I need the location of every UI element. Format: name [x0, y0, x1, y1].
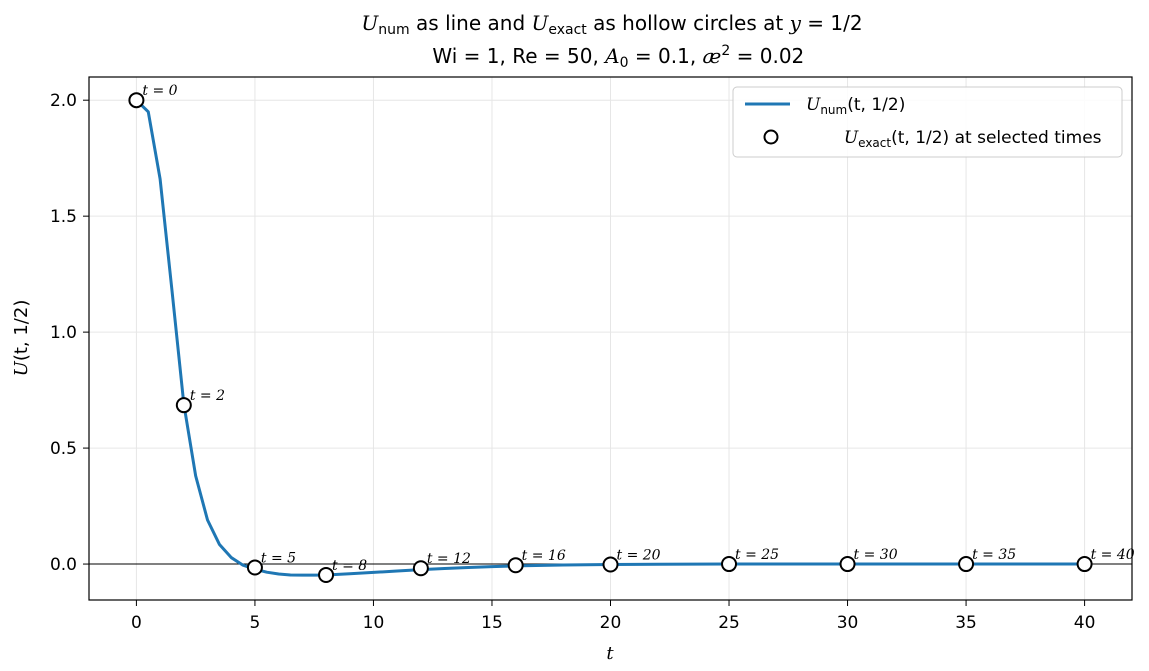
marker-annotation: t = 8	[332, 558, 367, 574]
x-tick-label: 25	[718, 613, 740, 633]
exact-marker	[721, 556, 738, 573]
legend-marker-swatch	[763, 129, 779, 145]
x-tick-label: 35	[955, 613, 977, 633]
marker-annotation: t = 40	[1091, 547, 1135, 563]
marker-annotation: t = 35	[972, 547, 1016, 563]
title-mid-text: as line and	[410, 11, 532, 35]
chart-title-line2: Wi = 1, Re = 50, A0 = 0.1, æ2 = 0.02	[401, 43, 824, 71]
legend: Unum(t, 1/2) Uexact(t, 1/2) at selected …	[732, 86, 1129, 158]
exact-marker	[507, 557, 524, 574]
title-u-symbol: U	[361, 11, 379, 35]
title-a-value: = 0.1,	[629, 44, 697, 68]
title-a-symbol: A	[603, 44, 619, 68]
exact-marker	[412, 560, 429, 577]
y-label-args: (t, 1/2)	[11, 300, 32, 362]
marker-annotation: t = 25	[735, 547, 779, 563]
y-tick-label: 1.0	[50, 323, 77, 343]
title-y-value: = 1/2	[801, 11, 863, 35]
legend-exact-symbol: U	[844, 128, 859, 148]
exact-marker	[602, 556, 619, 573]
exact-marker	[246, 559, 263, 576]
x-tick-label: 15	[481, 613, 503, 633]
y-tick-label: 0.0	[50, 555, 77, 575]
x-tick-label: 30	[837, 613, 859, 633]
x-tick-label: 5	[250, 613, 261, 633]
title-re: Re = 50,	[512, 44, 599, 68]
x-tick-label: 20	[600, 613, 622, 633]
legend-entry-num: Unum(t, 1/2)	[806, 95, 905, 117]
marker-annotation: t = 20	[617, 548, 661, 564]
exact-marker	[958, 556, 975, 573]
marker-annotation: t = 0	[142, 83, 177, 99]
x-tick-label: 0	[131, 613, 142, 633]
legend-num-sub: num	[820, 103, 847, 117]
title-ae-sup: 2	[721, 43, 730, 59]
marker-annotation: t = 12	[427, 551, 471, 567]
x-axis-label: t	[606, 643, 614, 664]
legend-box	[732, 86, 1123, 158]
title-u-symbol-2: U	[532, 11, 550, 35]
legend-num-symbol: U	[806, 95, 821, 115]
legend-entry-exact: Uexact(t, 1/2) at selected times	[806, 128, 1129, 150]
exact-marker	[128, 92, 145, 109]
title-num-sub: num	[378, 22, 409, 38]
title-ae-value: = 0.02	[730, 44, 804, 68]
legend-num-rest: (t, 1/2)	[847, 95, 905, 115]
exact-marker	[1076, 556, 1093, 573]
marker-annotation: t = 2	[190, 388, 225, 404]
title-tail-text: as hollow circles at	[587, 11, 790, 35]
title-exact-sub: exact	[548, 22, 587, 38]
exact-marker	[839, 556, 856, 573]
x-tick-label: 10	[363, 613, 385, 633]
y-tick-label: 0.5	[50, 439, 77, 459]
marker-annotation: t = 5	[261, 551, 296, 567]
title-a-sub: 0	[620, 55, 629, 71]
y-axis-label: U(t, 1/2)	[11, 300, 32, 377]
marker-annotation: t = 16	[522, 548, 566, 564]
marker-annotation: t = 30	[854, 547, 898, 563]
legend-exact-rest: (t, 1/2) at selected times	[891, 128, 1102, 148]
legend-exact-sub: exact	[858, 136, 891, 150]
x-tick-label: 40	[1074, 613, 1096, 633]
y-tick-label: 1.5	[50, 207, 77, 227]
exact-marker	[175, 397, 192, 414]
exact-marker	[318, 566, 335, 583]
y-tick-label: 2.0	[50, 91, 77, 111]
plot-area: t = 0 t = 2 t = 5 t = 8 t = 12 t = 16 t = 20 t …	[50, 76, 1135, 633]
title-y-symbol: y	[789, 11, 802, 35]
title-wi: Wi = 1,	[432, 44, 505, 68]
title-ae-symbol: æ	[703, 44, 722, 68]
chart-title-line1: Unum as line and Uexact as hollow circle…	[361, 11, 862, 38]
y-label-symbol: U	[11, 360, 32, 376]
series-line-unum	[135, 99, 1085, 577]
